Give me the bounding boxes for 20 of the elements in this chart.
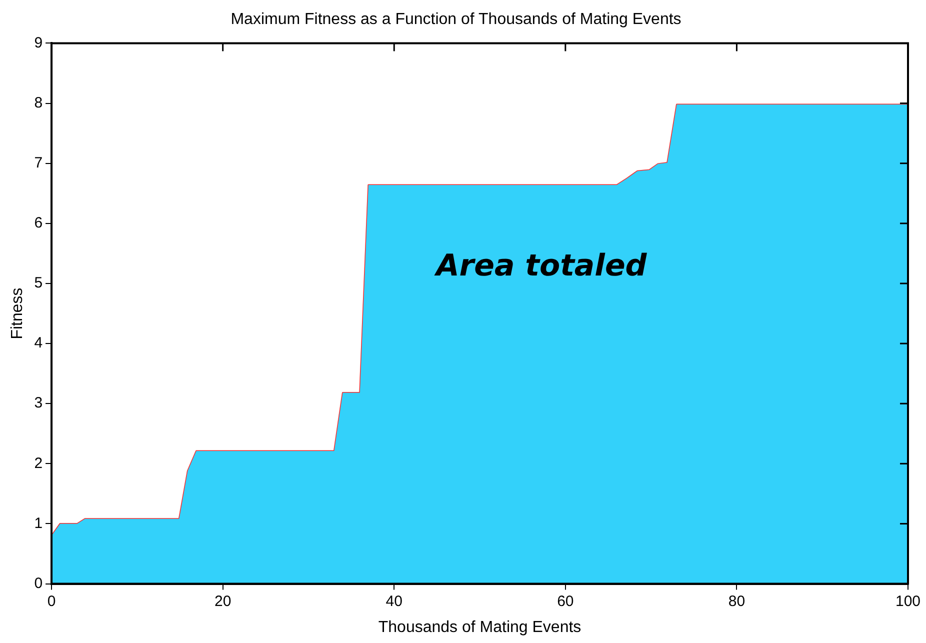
annotation: Area totaled	[434, 248, 648, 284]
y-tick-label: 6	[34, 214, 43, 232]
y-tick-label: 0	[34, 574, 43, 592]
y-axis-title: Fitness	[9, 288, 26, 340]
x-tick-label: 40	[386, 592, 402, 610]
y-tick-label: 4	[34, 334, 43, 352]
chart-title: Maximum Fitness as a Function of Thousands of Mating Events	[230, 11, 682, 28]
x-tick-label: 100	[895, 592, 921, 610]
y-tick-label: 5	[34, 274, 43, 292]
y-tick-label: 1	[34, 514, 43, 532]
x-tick-label: 20	[214, 592, 232, 610]
x-tick-label: 80	[728, 592, 746, 610]
x-axis-title: Thousands of Mating Events	[378, 618, 582, 636]
y-tick-label: 3	[34, 394, 43, 412]
x-tick-label: 0	[47, 592, 56, 610]
x-tick-label: 60	[557, 592, 574, 610]
y-tick-label: 8	[34, 94, 43, 112]
y-tick-label: 7	[34, 154, 43, 172]
y-tick-label: 9	[34, 34, 43, 52]
y-tick-label: 2	[34, 454, 43, 472]
